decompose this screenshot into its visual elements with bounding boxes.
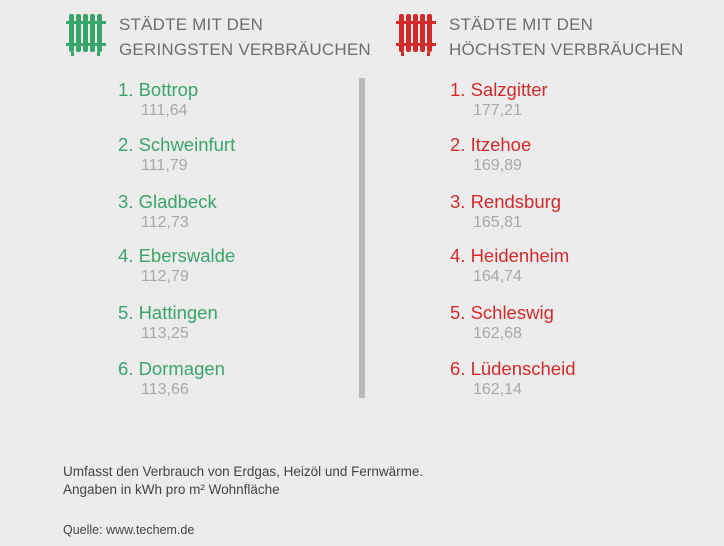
city-name: 1. Bottrop: [118, 79, 199, 100]
high-consumption-title: STÄDTE MIT DEN HÖCHSTEN VERBRÄUCHEN: [449, 15, 684, 59]
list-item: 5. Hattingen 113,25: [118, 302, 218, 344]
footnote-line: Umfasst den Verbrauch von Erdgas, Heizöl…: [63, 464, 424, 479]
list-item: 6. Dormagen 113,66: [118, 358, 225, 400]
list-item: 6. Lüdenscheid 162,14: [450, 358, 576, 400]
footnote: Umfasst den Verbrauch von Erdgas, Heizöl…: [63, 463, 423, 499]
consumption-value: 113,66: [141, 381, 189, 398]
city-name: 5. Hattingen: [118, 302, 218, 323]
city-name: 1. Salzgitter: [450, 79, 548, 100]
consumption-value: 165,81: [473, 214, 522, 231]
list-item: 1. Salzgitter 177,21: [450, 79, 548, 121]
list-item: 3. Rendsburg 165,81: [450, 191, 561, 233]
city-name: 2. Itzehoe: [450, 134, 532, 155]
radiator-icon: [66, 14, 106, 56]
city-name: 6. Lüdenscheid: [450, 358, 576, 379]
list-item: 4. Heidenheim 164,74: [450, 245, 569, 287]
consumption-value: 177,21: [473, 102, 522, 119]
list-item: 1. Bottrop 111,64: [118, 79, 198, 121]
column-divider: [359, 78, 365, 398]
consumption-value: 111,64: [141, 102, 188, 119]
footnote-line: Angaben in kWh pro m² Wohnfläche: [63, 482, 280, 497]
consumption-value: 162,14: [473, 381, 522, 398]
consumption-value: 113,25: [141, 325, 189, 342]
city-name: 2. Schweinfurt: [118, 134, 236, 155]
consumption-value: 162,68: [473, 325, 522, 342]
consumption-value: 112,79: [141, 268, 189, 285]
list-item: 2. Schweinfurt 111,79: [118, 134, 235, 176]
consumption-value: 111,79: [141, 157, 188, 174]
radiator-icon: [396, 14, 436, 56]
city-name: 4. Heidenheim: [450, 245, 570, 266]
city-name: 5. Schleswig: [450, 302, 554, 323]
consumption-value: 169,89: [473, 157, 522, 174]
list-item: 4. Eberswalde 112,79: [118, 245, 235, 287]
consumption-value: 164,74: [473, 268, 522, 285]
list-item: 2. Itzehoe 169,89: [450, 134, 531, 176]
city-name: 3. Gladbeck: [118, 191, 217, 212]
low-consumption-title: STÄDTE MIT DEN GERINGSTEN VERBRÄUCHEN: [119, 15, 371, 59]
city-name: 6. Dormagen: [118, 358, 225, 379]
city-name: 4. Eberswalde: [118, 245, 236, 266]
city-name: 3. Rendsburg: [450, 191, 562, 212]
list-item: 3. Gladbeck 112,73: [118, 191, 217, 233]
consumption-value: 112,73: [141, 214, 189, 231]
list-item: 5. Schleswig 162,68: [450, 302, 554, 344]
source-credit: Quelle: www.techem.de: [63, 523, 195, 537]
